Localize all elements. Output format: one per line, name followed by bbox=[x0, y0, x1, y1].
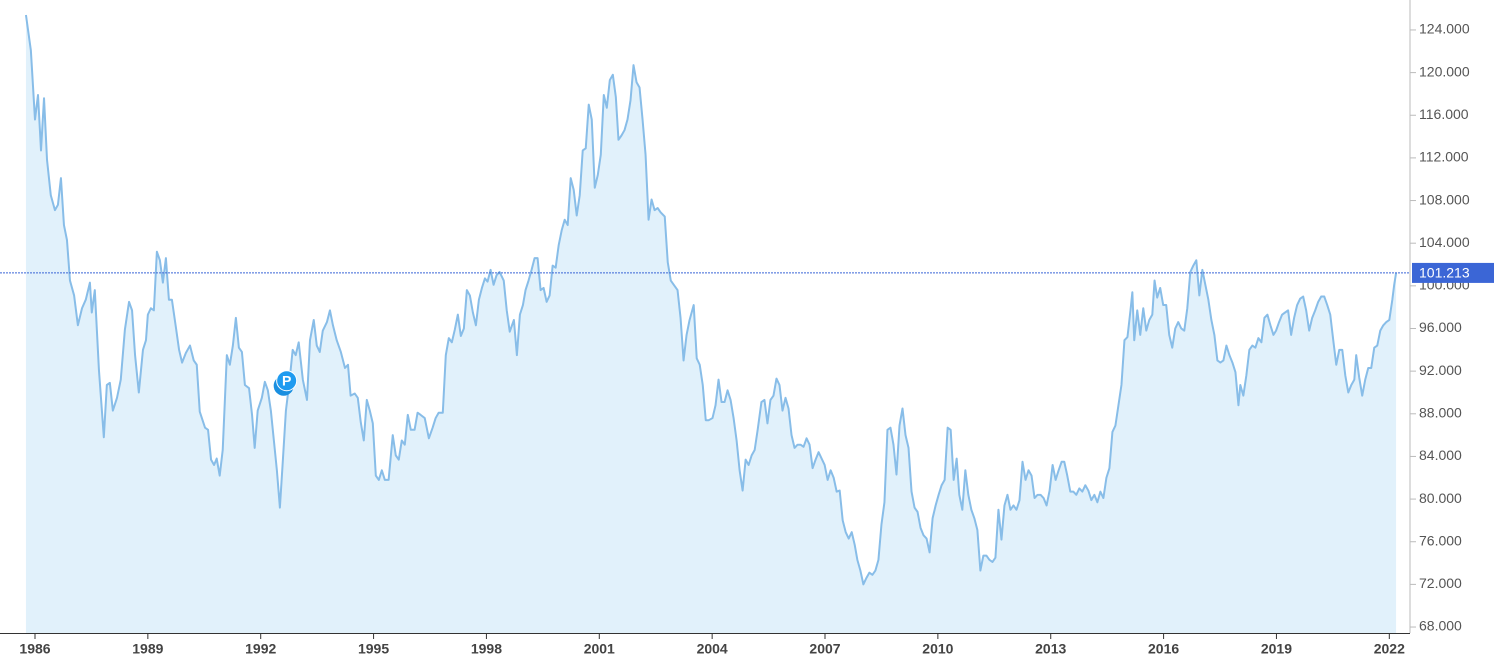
y-tick-label: 124.000 bbox=[1419, 21, 1470, 37]
y-tick-label: 80.000 bbox=[1419, 490, 1462, 506]
y-tick-label: 116.000 bbox=[1419, 106, 1469, 122]
y-tick-label: 68.000 bbox=[1419, 618, 1462, 634]
x-tick-label: 1995 bbox=[358, 641, 389, 657]
x-tick-label: 1992 bbox=[245, 641, 276, 657]
x-tick-label: 2019 bbox=[1261, 641, 1292, 657]
y-tick-label: 112.000 bbox=[1419, 149, 1469, 165]
last-value-label: 101.213 bbox=[1419, 265, 1470, 281]
area-line bbox=[24, 14, 1398, 586]
x-tick-label: 2004 bbox=[697, 641, 728, 657]
x-tick-label: 2010 bbox=[922, 641, 953, 657]
x-tick-label: 2022 bbox=[1374, 641, 1405, 657]
y-tick-label: 108.000 bbox=[1419, 191, 1470, 207]
x-tick-label: 2007 bbox=[809, 641, 840, 657]
last-value-box bbox=[1412, 262, 1494, 283]
y-tick-label: 92.000 bbox=[1419, 362, 1462, 378]
y-tick-label: 120.000 bbox=[1419, 63, 1470, 79]
x-tick-label: 2013 bbox=[1035, 641, 1066, 657]
x-tick-label: 1986 bbox=[19, 641, 50, 657]
area-fill bbox=[25, 15, 1397, 633]
x-tick-label: 2016 bbox=[1148, 641, 1179, 657]
x-tick-label: 1989 bbox=[132, 641, 163, 657]
annotation-marker bbox=[276, 370, 298, 392]
y-tick-label: 104.000 bbox=[1419, 234, 1470, 250]
y-tick-label: 76.000 bbox=[1419, 532, 1462, 548]
y-tick-label: 84.000 bbox=[1419, 447, 1462, 463]
annotation-label: P bbox=[282, 372, 291, 388]
x-tick-label: 1998 bbox=[471, 641, 502, 657]
x-tick-label: 2001 bbox=[584, 641, 615, 657]
y-tick-label: 88.000 bbox=[1419, 404, 1462, 420]
y-tick-label: 96.000 bbox=[1419, 319, 1462, 335]
y-tick-label: 72.000 bbox=[1419, 575, 1462, 591]
